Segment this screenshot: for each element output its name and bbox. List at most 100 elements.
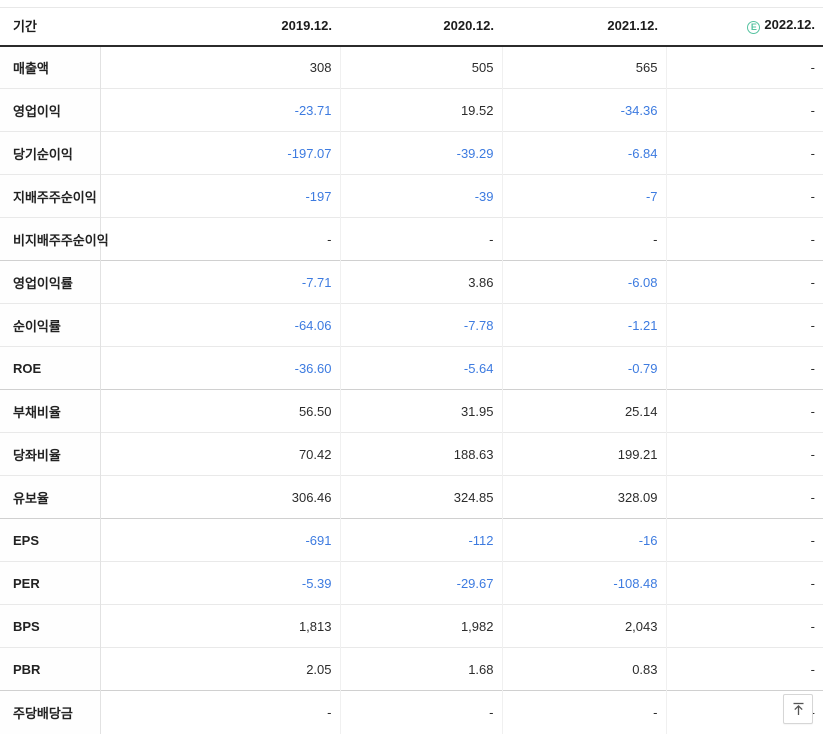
cell-value: 19.52: [339, 88, 502, 132]
table-row: 영업이익 -23.71 19.52 -34.36 -: [0, 88, 823, 132]
cell-value: -197.07: [100, 131, 340, 175]
table-row: PER -5.39 -29.67 -108.48 -: [0, 561, 823, 605]
cell-value: 328.09: [501, 475, 666, 519]
cell-value: -: [665, 346, 823, 390]
cell-value: -691: [100, 518, 340, 562]
column-header-label: 2019.12.: [281, 17, 332, 33]
table-row: 영업이익률 -7.71 3.86 -6.08 -: [0, 260, 823, 304]
row-label: PER: [0, 561, 101, 605]
table-row: ROE -36.60 -5.64 -0.79 -: [0, 346, 823, 390]
cell-value: 0.83: [501, 647, 666, 691]
cell-value: -: [339, 690, 502, 734]
cell-value: 1.68: [339, 647, 502, 691]
row-label: PBR: [0, 647, 101, 691]
cell-value: 324.85: [339, 475, 502, 519]
cell-value: -34.36: [501, 88, 666, 132]
cell-value: -16: [501, 518, 666, 562]
cell-value: -: [665, 174, 823, 218]
cell-value: -: [665, 45, 823, 89]
arrow-up-to-top-icon: [793, 702, 803, 715]
cell-value: -: [665, 475, 823, 519]
cell-value: 565: [501, 45, 666, 89]
table-row: 순이익률 -64.06 -7.78 -1.21 -: [0, 303, 823, 347]
table-row: 당좌비율 70.42 188.63 199.21 -: [0, 432, 823, 476]
estimate-icon: E: [747, 20, 761, 34]
cell-value: -: [665, 88, 823, 132]
table-row: 당기순이익 -197.07 -39.29 -6.84 -: [0, 131, 823, 175]
cell-value: -: [501, 217, 666, 261]
column-header-label: 2020.12.: [443, 17, 494, 33]
table-row: 부채비율 56.50 31.95 25.14 -: [0, 389, 823, 433]
financial-table: 기간 2019.12. 2020.12. 2021.12. E 2022.12. …: [0, 7, 823, 734]
row-label: 지배주주순이익: [0, 174, 101, 218]
cell-value: -5.64: [339, 346, 502, 390]
cell-value: -: [100, 690, 340, 734]
cell-value: -39.29: [339, 131, 502, 175]
cell-value: -: [501, 690, 666, 734]
table-row: BPS 1,813 1,982 2,043 -: [0, 604, 823, 648]
cell-value: 1,982: [339, 604, 502, 648]
row-label: 영업이익: [0, 88, 101, 132]
table-row: 유보율 306.46 324.85 328.09 -: [0, 475, 823, 519]
cell-value: -: [665, 647, 823, 691]
cell-value: -: [665, 561, 823, 605]
cell-value: 3.86: [339, 260, 502, 304]
cell-value: 31.95: [339, 389, 502, 433]
table-row: PBR 2.05 1.68 0.83 -: [0, 647, 823, 691]
cell-value: -: [665, 432, 823, 476]
cell-value: -1.21: [501, 303, 666, 347]
row-label: 부채비율: [0, 389, 101, 433]
cell-value: -197: [100, 174, 340, 218]
cell-value: -23.71: [100, 88, 340, 132]
cell-value: -7.71: [100, 260, 340, 304]
cell-value: -5.39: [100, 561, 340, 605]
cell-value: 188.63: [339, 432, 502, 476]
cell-value: 2.05: [100, 647, 340, 691]
cell-value: -29.67: [339, 561, 502, 605]
cell-value: -: [339, 217, 502, 261]
column-header-2020: 2020.12.: [340, 7, 502, 47]
cell-value: -: [665, 260, 823, 304]
cell-value: 56.50: [100, 389, 340, 433]
scroll-to-top-button[interactable]: [783, 694, 813, 724]
table-row: 매출액 308 505 565 -: [0, 45, 823, 89]
row-label: 순이익률: [0, 303, 101, 347]
row-label: 주당배당금: [0, 690, 101, 734]
column-header-label: 2022.12.: [764, 16, 815, 32]
cell-value: 199.21: [501, 432, 666, 476]
cell-value: 505: [339, 45, 502, 89]
cell-value: -6.84: [501, 131, 666, 175]
row-label: BPS: [0, 604, 101, 648]
cell-value: -0.79: [501, 346, 666, 390]
period-header: 기간: [0, 7, 100, 47]
cell-value: -: [665, 604, 823, 648]
cell-value: -108.48: [501, 561, 666, 605]
cell-value: -7.78: [339, 303, 502, 347]
row-label: EPS: [0, 518, 101, 562]
cell-value: -: [665, 389, 823, 433]
cell-value: -7: [501, 174, 666, 218]
table-row: 지배주주순이익 -197 -39 -7 -: [0, 174, 823, 218]
cell-value: -: [665, 518, 823, 562]
cell-value: -39: [339, 174, 502, 218]
table-row: EPS -691 -112 -16 -: [0, 518, 823, 562]
table-row: 비지배주주순이익 - - - -: [0, 217, 823, 261]
cell-value: 25.14: [501, 389, 666, 433]
cell-value: -36.60: [100, 346, 340, 390]
row-label: ROE: [0, 346, 101, 390]
cell-value: -6.08: [501, 260, 666, 304]
cell-value: 306.46: [100, 475, 340, 519]
cell-value: -64.06: [100, 303, 340, 347]
cell-value: -112: [339, 518, 502, 562]
cell-value: -: [665, 131, 823, 175]
table-row: 주당배당금 - - - -: [0, 690, 823, 734]
row-label: 유보율: [0, 475, 101, 519]
column-header-label: 2021.12.: [607, 17, 658, 33]
header-row: 기간 2019.12. 2020.12. 2021.12. E 2022.12.: [0, 7, 823, 47]
row-label: 비지배주주순이익: [0, 217, 109, 261]
cell-value: -: [665, 217, 823, 261]
cell-value: 70.42: [100, 432, 340, 476]
row-label: 영업이익률: [0, 260, 101, 304]
row-label: 당좌비율: [0, 432, 101, 476]
cell-value: 2,043: [501, 604, 666, 648]
